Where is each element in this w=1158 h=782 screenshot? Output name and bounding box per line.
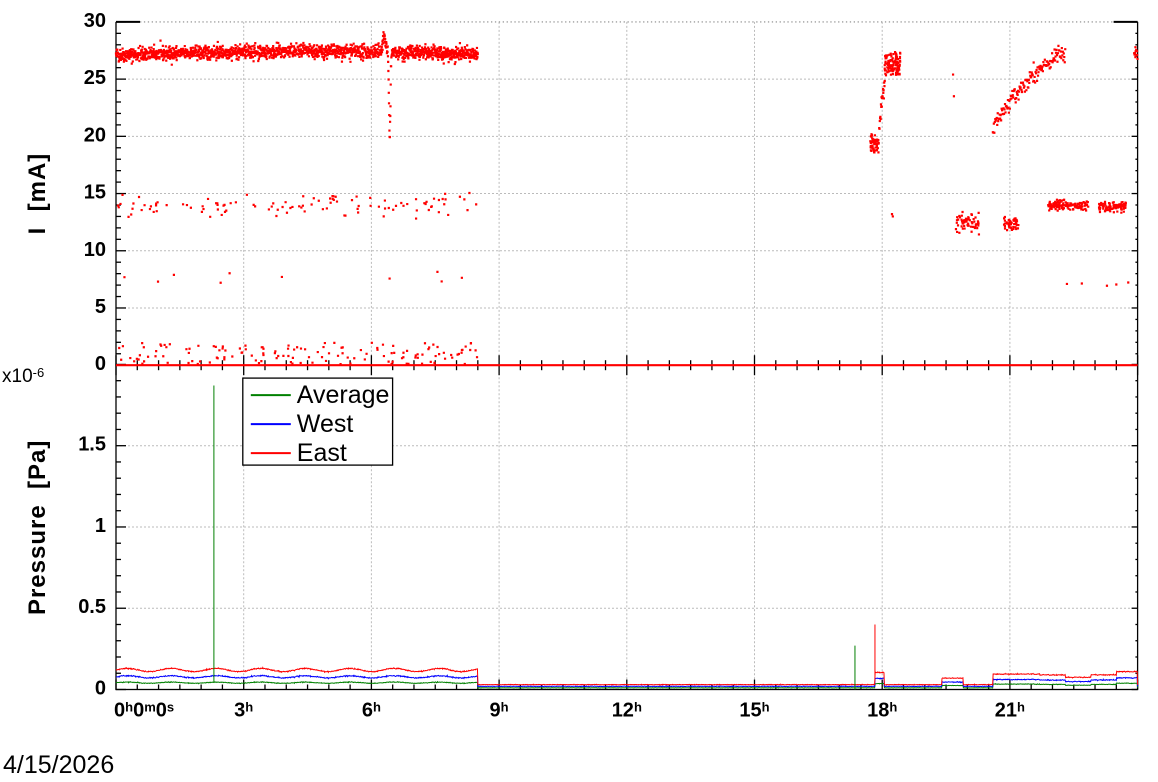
svg-text:5: 5	[95, 296, 106, 318]
svg-text:30: 30	[84, 10, 106, 32]
svg-text:1: 1	[95, 515, 106, 537]
svg-text:4/15/2026: 4/15/2026	[3, 751, 114, 779]
svg-text:Average: Average	[297, 381, 390, 409]
svg-text:1.5: 1.5	[78, 434, 106, 456]
svg-text:20: 20	[84, 124, 106, 146]
svg-text:I [mA]: I [mA]	[24, 153, 51, 235]
svg-text:0h0m0s: 0h0m0s	[114, 700, 174, 722]
svg-text:0: 0	[95, 678, 106, 700]
svg-text:25: 25	[84, 67, 106, 89]
svg-text:Pressure [Pa]: Pressure [Pa]	[24, 440, 51, 615]
svg-text:West: West	[297, 410, 354, 438]
svg-text:10: 10	[84, 239, 106, 261]
svg-text:East: East	[297, 439, 347, 467]
svg-text:0: 0	[95, 353, 106, 375]
svg-text:0.5: 0.5	[78, 596, 106, 618]
svg-text:15: 15	[84, 182, 106, 204]
